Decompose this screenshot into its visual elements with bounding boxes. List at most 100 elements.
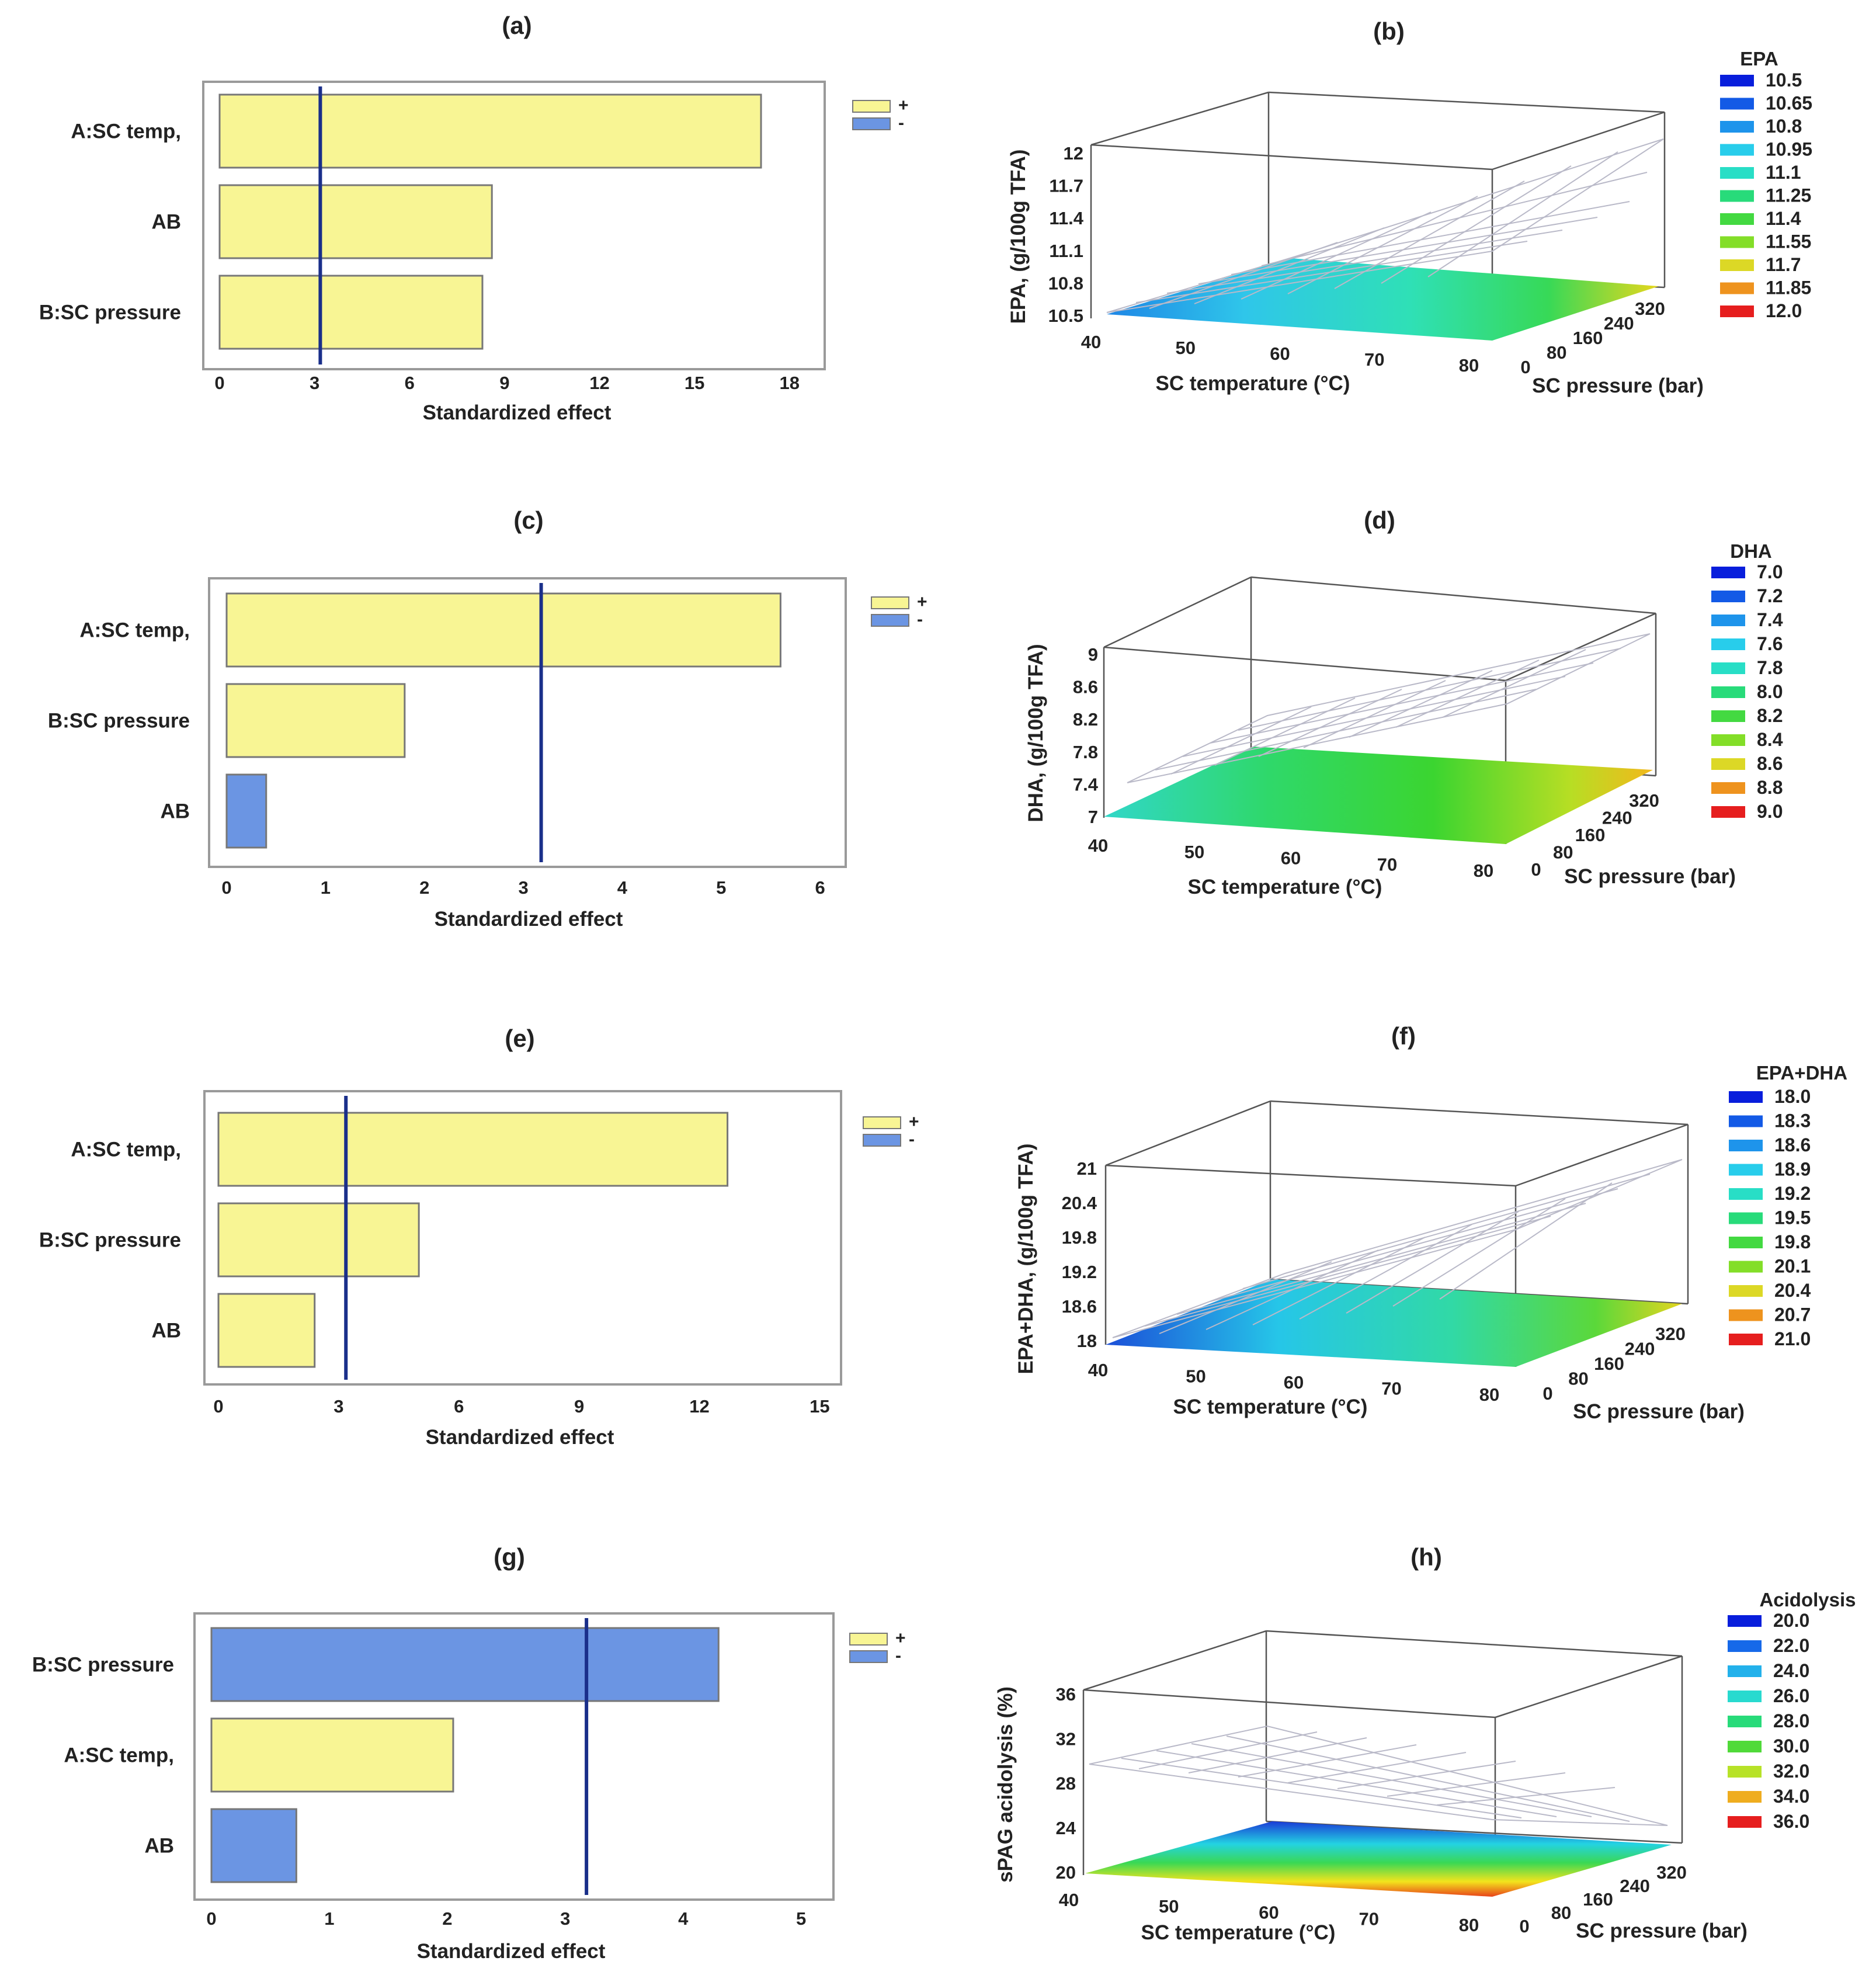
z-tick-label: 7.4: [1073, 774, 1099, 794]
legend-label: +: [909, 1112, 919, 1131]
colorbar-label: 10.95: [1766, 139, 1812, 160]
colorbar-label: 11.4: [1766, 208, 1801, 229]
bar-b-sc-pressure: [225, 683, 406, 758]
x-tick-label: 40: [1059, 1890, 1079, 1910]
category-labels: B:SC pressure A:SC temp, AB: [32, 1654, 174, 1858]
colorbar-label: 7.4: [1757, 609, 1783, 630]
wire-surface: [1106, 138, 1664, 313]
z-tick-label: 11.7: [1049, 176, 1083, 196]
wire-surface: [1089, 1725, 1668, 1826]
colorbar-label: 11.55: [1766, 231, 1811, 252]
z-tick-label: 10.5: [1048, 306, 1083, 326]
panel-h-response-surface: (h) sPAG acidolysis (%) 36 32 28 24 20 40 50 6…: [994, 1543, 1856, 1944]
z-tick-label: 12: [1064, 143, 1083, 164]
z-tick-label: 20.4: [1062, 1193, 1097, 1213]
y-tick-label: 0: [1520, 357, 1530, 377]
colorbar-label: 8.0: [1757, 681, 1783, 702]
legend-swatch-positive: [871, 596, 909, 609]
x-ticks: 40 50 60 70 80: [1088, 835, 1493, 881]
x-tick-label: 6: [815, 877, 825, 898]
bar-ab: [225, 773, 267, 849]
colorbar-label: 28.0: [1773, 1710, 1809, 1731]
plot-frame: [193, 1612, 835, 1901]
colorbar-title: DHA: [1730, 540, 1772, 562]
x-tick-label: 12: [689, 1396, 709, 1417]
colorbar-swatch: [1720, 282, 1754, 294]
y-tick-label: 320: [1656, 1862, 1687, 1883]
x-tick-label: 60: [1284, 1372, 1304, 1393]
panel-e-pareto-chart: (e) 0 3 6 9 12 15 Standardized effect A:SC te…: [39, 1025, 919, 1449]
colorbar-swatch: [1720, 259, 1754, 271]
surface-projection: [1107, 258, 1659, 341]
x-tick-label: 50: [1159, 1896, 1179, 1917]
colorbar-swatch: [1720, 213, 1754, 225]
x-tick-label: 60: [1270, 343, 1290, 364]
colorbar-title: EPA+DHA: [1756, 1062, 1847, 1084]
x-tick-label: 70: [1381, 1379, 1401, 1399]
z-axis-label: EPA+DHA, (g/100g TFA): [1015, 1143, 1037, 1374]
colorbar-swatch: [1711, 638, 1745, 650]
colorbar-swatch: [1720, 190, 1754, 202]
category-label: A:SC temp,: [71, 120, 181, 143]
wire-surface: [1127, 633, 1651, 783]
colorbar-label: 36.0: [1773, 1811, 1809, 1832]
colorbar-label: 20.4: [1774, 1280, 1811, 1301]
panel-label: (g): [494, 1543, 525, 1571]
legend-swatch-positive: [849, 1633, 888, 1646]
colorbar-label: 11.7: [1766, 254, 1801, 275]
colorbar-swatch: [1728, 1791, 1762, 1803]
colorbar-label: 10.65: [1766, 93, 1812, 114]
bar-ab: [218, 184, 493, 259]
legend-label: +: [898, 96, 909, 115]
colorbar-swatch: [1711, 591, 1745, 602]
colorbar-swatch: [1729, 1334, 1763, 1345]
plot-frame: [203, 1090, 842, 1386]
x-axis-label: Standardized effect: [435, 908, 623, 931]
colorbar-label: 20.1: [1774, 1256, 1811, 1277]
x-tick-label: 6: [454, 1396, 464, 1417]
x-tick-label: 80: [1459, 1915, 1479, 1935]
category-label: B:SC pressure: [32, 1654, 174, 1676]
colorbar-swatch: [1728, 1615, 1762, 1627]
y-ticks: 0 80 160 240 320: [1519, 1862, 1686, 1936]
panel-c-pareto-chart: (c) 0 1 2 3 4 5 6 Standardized effect A:SC tem…: [48, 506, 927, 931]
bar-ab: [210, 1808, 297, 1883]
x-tick-label: 80: [1479, 1384, 1499, 1405]
colorbar-label: 24.0: [1773, 1660, 1809, 1681]
y-tick-label: 160: [1573, 328, 1603, 348]
colorbar-label: 18.3: [1774, 1110, 1811, 1131]
legend-swatch-negative: [849, 1650, 888, 1663]
z-tick-label: 36: [1056, 1684, 1076, 1705]
bar-a-sc-temp: [218, 93, 762, 169]
x-tick-label: 4: [678, 1908, 689, 1929]
x-tick-label: 40: [1088, 835, 1108, 856]
colorbar-label: 11.85: [1766, 277, 1811, 298]
category-label: AB: [144, 1835, 174, 1858]
colorbar-label: 7.6: [1757, 633, 1783, 654]
x-ticks: 40 50 60 70 80: [1059, 1890, 1479, 1935]
x-axis-label: SC temperature (°C): [1173, 1396, 1368, 1418]
bar-ab: [217, 1293, 316, 1368]
x-tick-label: 0: [214, 373, 224, 393]
x-tick-label: 70: [1364, 349, 1384, 370]
x-tick-label: 4: [617, 877, 628, 898]
y-tick-label: 240: [1604, 313, 1634, 334]
x-axis-label: Standardized effect: [423, 401, 612, 424]
category-label: B:SC pressure: [39, 301, 181, 324]
legend: +-: [871, 592, 927, 629]
category-label: AB: [160, 800, 190, 823]
x-axis-label: SC temperature (°C): [1156, 372, 1350, 395]
category-label: AB: [151, 211, 181, 234]
legend: +-: [852, 96, 909, 133]
z-ticks: 12 11.7 11.4 11.1 10.8 10.5: [1048, 143, 1084, 326]
colorbar-label: 10.5: [1766, 70, 1802, 91]
y-tick-label: 0: [1543, 1383, 1552, 1404]
colorbar-swatch: [1729, 1309, 1763, 1321]
legend-swatch-negative: [871, 614, 909, 627]
z-tick-label: 10.8: [1048, 273, 1083, 293]
colorbar-label: 11.1: [1766, 162, 1801, 183]
panel-label: (f): [1391, 1022, 1416, 1050]
legend-label: -: [909, 1130, 915, 1149]
x-axis-label: Standardized effect: [417, 1940, 606, 1963]
